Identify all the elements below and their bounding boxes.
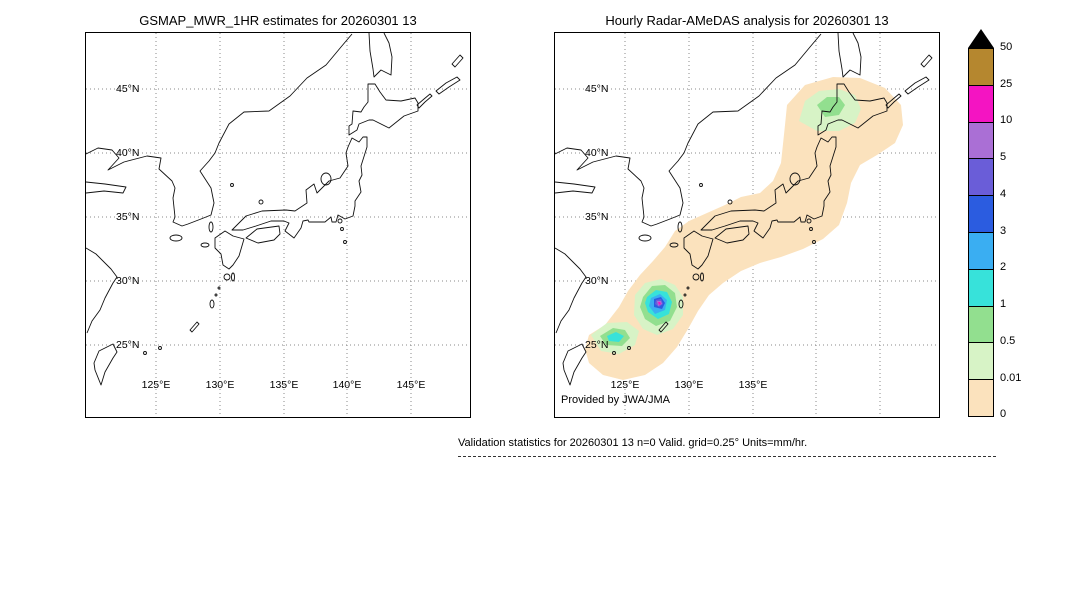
colorbar-segment [969, 159, 993, 197]
precip-area-25mm [658, 302, 661, 305]
colorbar-label: 1 [1000, 298, 1007, 310]
precipitation-field [585, 77, 903, 380]
colorbar-labels: 50 25 10 5 4 3 2 1 0.5 0.01 0 [1000, 41, 1044, 420]
lon-label: 130°E [674, 379, 704, 391]
colorbar-segment [969, 196, 993, 233]
lon-label: 125°E [610, 379, 640, 391]
lon-label: 145°E [396, 379, 426, 391]
lat-label: 40°N [116, 147, 140, 159]
lon-label: 130°E [205, 379, 235, 391]
colorbar-label: 0.5 [1000, 335, 1016, 347]
colorbar-segment [969, 380, 993, 416]
colorbar-segment [969, 49, 993, 86]
colorbar-segment [969, 122, 993, 160]
coastlines [86, 33, 464, 386]
lat-label: 35°N [116, 211, 140, 223]
lat-label: 45°N [116, 83, 140, 95]
colorbar-label: 25 [1000, 78, 1013, 90]
colorbar [968, 48, 994, 417]
lat-label: 40°N [585, 147, 609, 159]
map-canvas-gsmap [86, 33, 470, 417]
colorbar-label: 10 [1000, 114, 1013, 126]
lon-label: 125°E [141, 379, 171, 391]
map-canvas-radar [555, 33, 939, 417]
lon-label: 135°E [269, 379, 299, 391]
lon-label: 140°E [332, 379, 362, 391]
colorbar-segment [969, 232, 993, 270]
lat-label: 25°N [116, 339, 140, 351]
colorbar-label: 0 [1000, 408, 1007, 420]
precip-area-1mm [817, 97, 845, 117]
caption-dashed-rule [458, 456, 996, 457]
colorbar-overflow-triangle [968, 29, 994, 48]
colorbar-segment [969, 306, 993, 344]
precip-area-2mm [607, 332, 624, 342]
lat-label: 45°N [585, 83, 609, 95]
colorbar-label: 5 [1000, 151, 1007, 163]
colorbar-label: 0.01 [1000, 372, 1022, 384]
lat-label: 25°N [585, 339, 609, 351]
lat-label: 30°N [585, 275, 609, 287]
colorbar-segment [969, 85, 993, 123]
validation-caption: Validation statistics for 20260301 13 n=… [458, 437, 808, 449]
colorbar-label: 3 [1000, 225, 1007, 237]
colorbar-label: 50 [1000, 41, 1013, 53]
lat-label: 30°N [116, 275, 140, 287]
colorbar-segment [969, 269, 993, 307]
colorbar-segment [969, 343, 993, 381]
lat-label: 35°N [585, 211, 609, 223]
data-credit: Provided by JWA/JMA [561, 394, 671, 406]
map-panel-radar-amedas: 45°N 40°N 35°N 30°N 25°N 125°E 130°E 135… [554, 32, 940, 418]
map-panel-gsmap: 45°N 40°N 35°N 30°N 25°N 125°E 130°E 135… [85, 32, 471, 418]
colorbar-label: 2 [1000, 261, 1007, 273]
right-panel-title: Hourly Radar-AMeDAS analysis for 2026030… [605, 13, 889, 28]
graticule [86, 33, 470, 417]
colorbar-label: 4 [1000, 188, 1007, 200]
lon-label: 135°E [738, 379, 768, 391]
left-panel-title: GSMAP_MWR_1HR estimates for 20260301 13 [139, 13, 417, 28]
